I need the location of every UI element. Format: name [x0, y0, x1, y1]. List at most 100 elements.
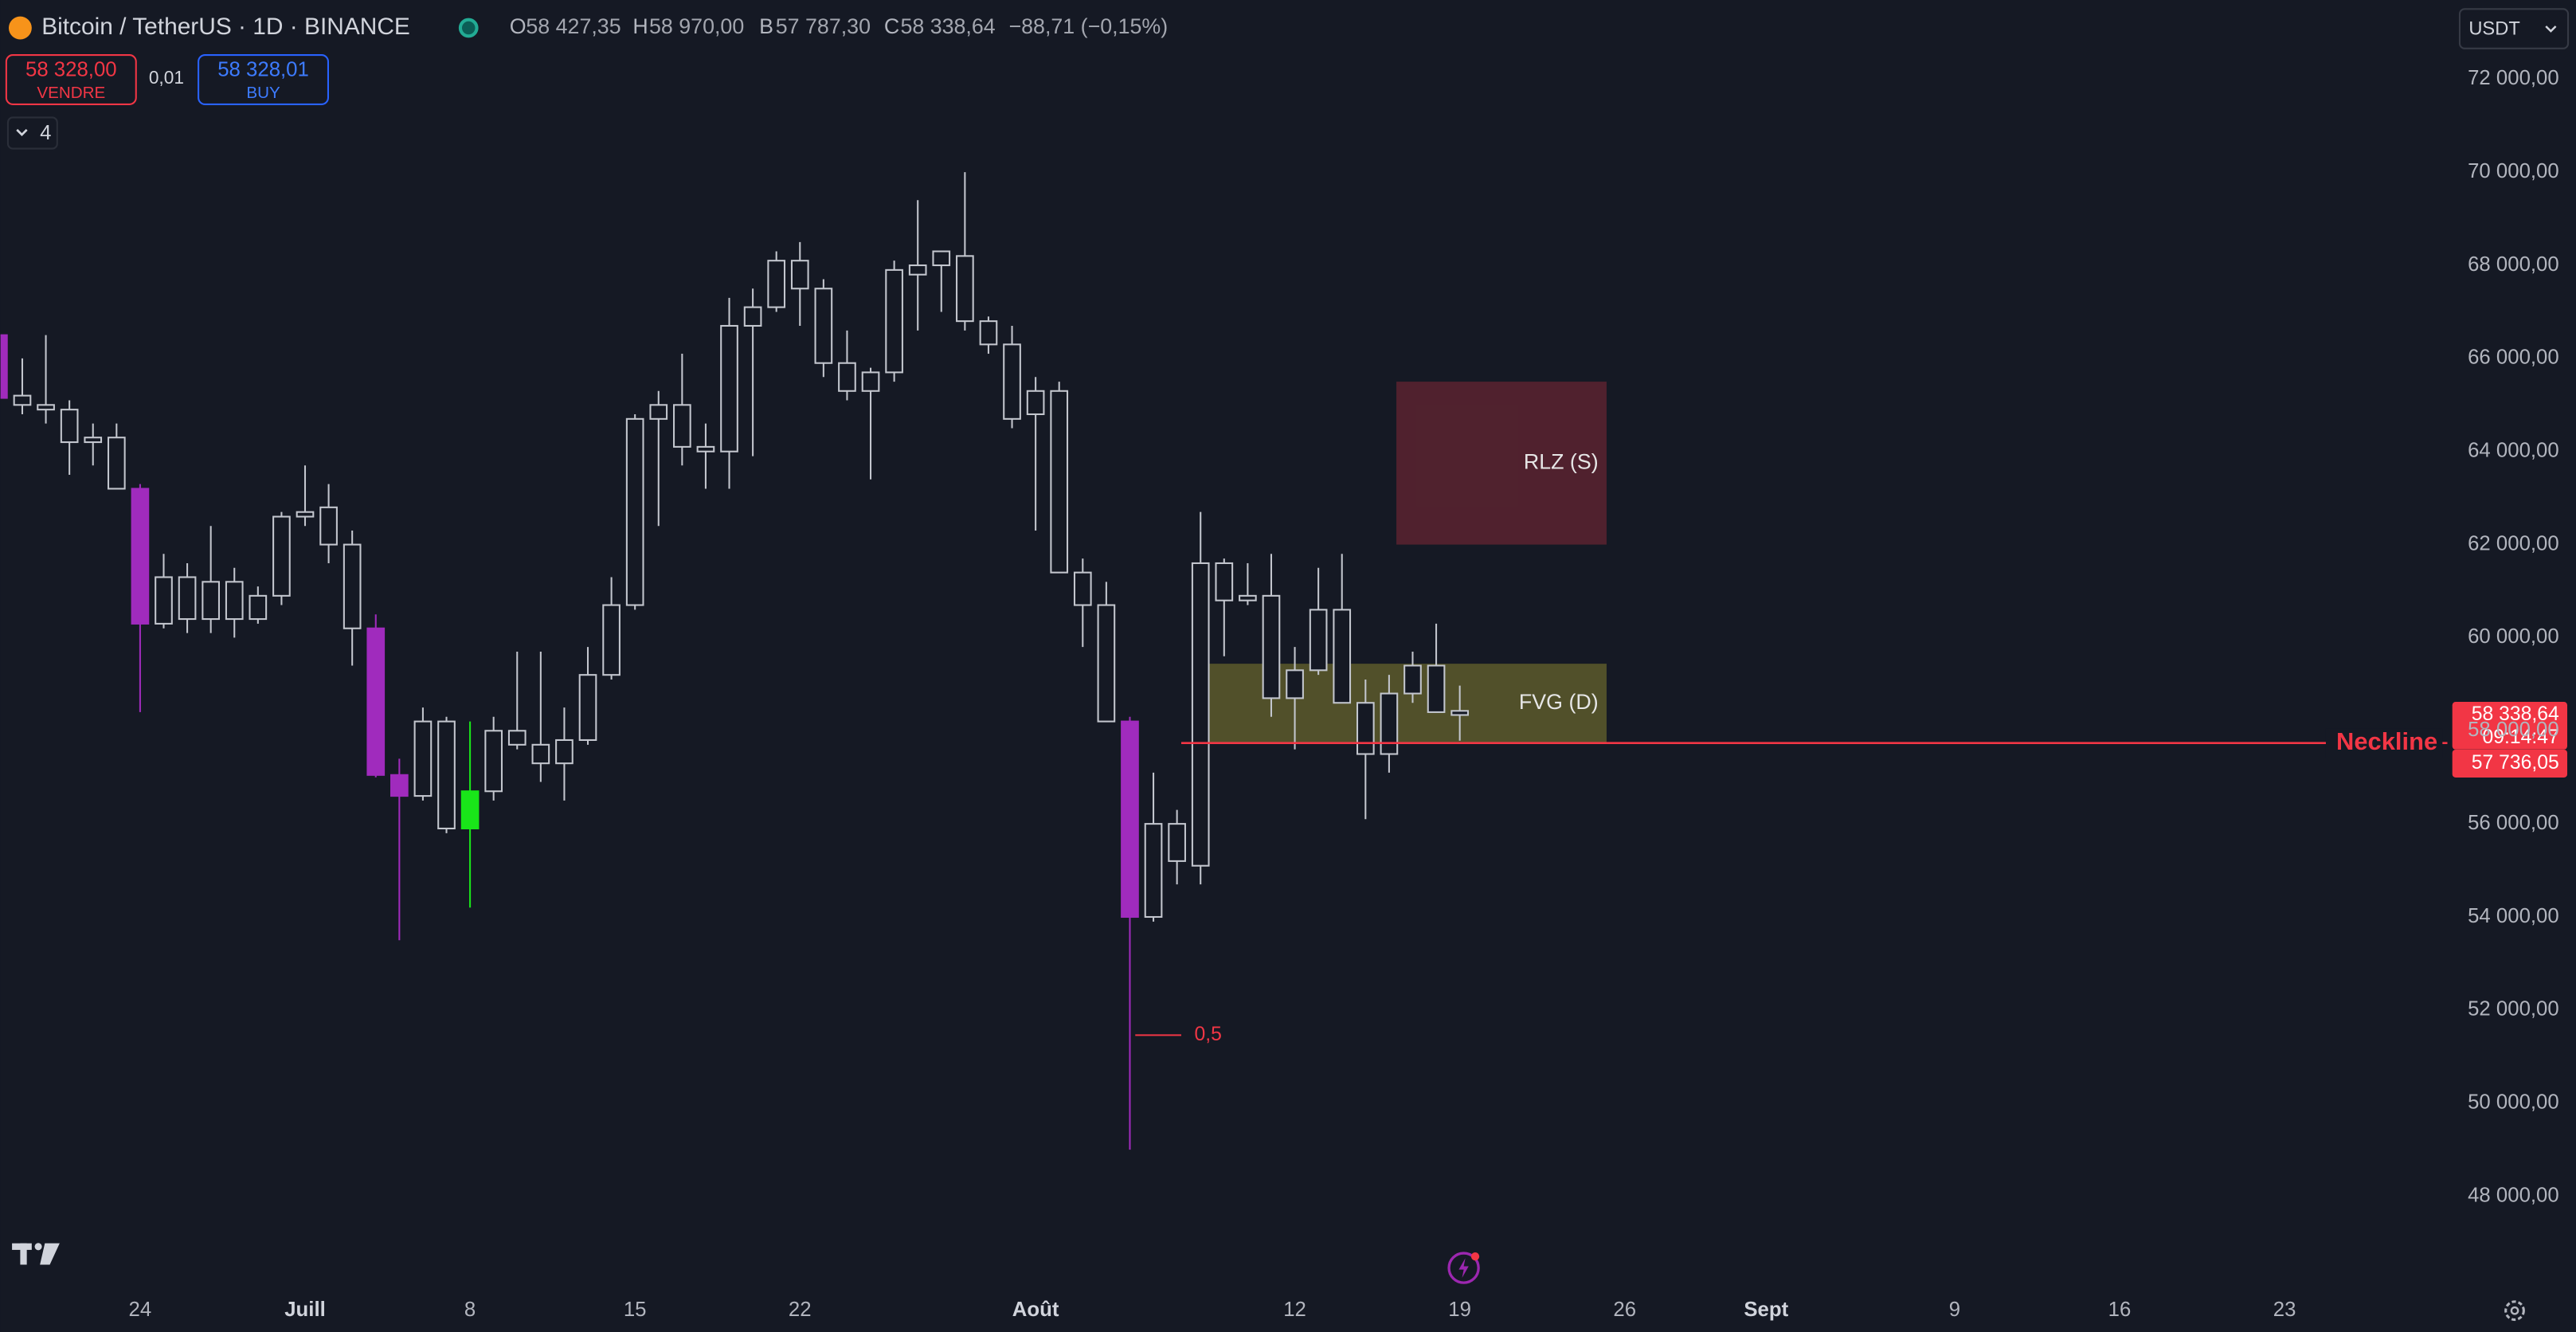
candle-body: [1309, 609, 1328, 672]
zone-label: RLZ (S): [1524, 449, 1599, 473]
sell-button[interactable]: 58 328,00 VENDRE: [5, 54, 137, 105]
x-tick-label: 23: [2273, 1299, 2296, 1321]
zone-label: FVG (D): [1519, 690, 1599, 714]
ohlc-key: H: [632, 14, 648, 38]
candle-body: [743, 306, 762, 327]
candle-body: [202, 581, 220, 621]
candle-body: [178, 576, 197, 621]
candle-body: [555, 738, 574, 765]
fib-label: 0,5: [1194, 1024, 1221, 1045]
candle-body: [507, 730, 527, 746]
quantity[interactable]: 0,01: [149, 67, 184, 88]
x-tick-label: 16: [2108, 1299, 2132, 1321]
candle-body: [1450, 710, 1469, 716]
candle-body: [531, 743, 550, 765]
icon-dot: [1470, 1252, 1480, 1261]
candle-body: [979, 320, 998, 346]
symbol-icon: [8, 16, 32, 40]
candle-body: [343, 543, 362, 629]
candle-body: [1026, 390, 1045, 416]
x-tick-label: 9: [1949, 1299, 1960, 1321]
candle-body: [1050, 390, 1069, 574]
icon-bolt: [1458, 1258, 1469, 1278]
candle-body: [908, 264, 927, 276]
candle-body: [767, 260, 786, 308]
x-tick-label: Juill: [284, 1299, 326, 1321]
candle-body: [1427, 664, 1446, 713]
ohlc-value: 58 970,00: [649, 14, 744, 38]
candle-body: [272, 515, 291, 597]
candle-body: [296, 511, 315, 518]
y-tick-label: 52 000,00: [2468, 998, 2559, 1021]
last-price-label: 58 338,64: [2472, 703, 2559, 725]
settings-icon[interactable]: [2504, 1300, 2525, 1322]
candle-body: [1073, 571, 1092, 606]
candle-body: [1286, 669, 1304, 699]
buy-price[interactable]: 58 328,01: [217, 58, 309, 80]
candle-body: [1121, 720, 1139, 919]
ohlc-value: 58 427,35: [526, 14, 621, 38]
candle-body: [885, 268, 903, 374]
candle-body: [249, 594, 268, 621]
candle-body: [649, 404, 668, 420]
candle-body: [1356, 702, 1375, 755]
x-tick-label: 8: [464, 1299, 476, 1321]
icon-ring: [1447, 1252, 1480, 1284]
candle-body: [225, 581, 244, 621]
candle-body: [319, 506, 338, 546]
neckline-badge: [2452, 749, 2568, 778]
candle-body: [131, 488, 150, 625]
candle-body: [366, 627, 386, 776]
candle-body: [956, 255, 974, 323]
candle-body: [696, 445, 715, 452]
candle-body: [437, 720, 456, 830]
candle-body: [720, 324, 738, 452]
gear: [2504, 1300, 2525, 1322]
candle-body: [13, 394, 32, 406]
candle-body: [578, 674, 597, 742]
tv-logo[interactable]: [12, 1243, 60, 1265]
sell-box[interactable]: [5, 54, 137, 105]
candle-body: [1215, 562, 1234, 601]
neckline-label-bg: [2325, 728, 2443, 758]
ohlc-key: C: [884, 14, 899, 38]
currency-box[interactable]: [2458, 8, 2570, 49]
candle-body: [861, 371, 880, 392]
x-tick-label: 15: [624, 1299, 647, 1321]
chevron: [16, 128, 28, 136]
candle-body: [484, 730, 503, 793]
y-tick-label: 58 000,00: [2468, 719, 2559, 741]
x-tick-label: 19: [1448, 1299, 1471, 1321]
symbol-title[interactable]: Bitcoin / TetherUS · 1D · BINANCE: [41, 14, 410, 40]
y-tick-label: 62 000,00: [2468, 532, 2559, 554]
sell-label[interactable]: VENDRE: [37, 84, 105, 102]
candle-body: [60, 409, 79, 444]
buy-button[interactable]: 58 328,01 BUY: [198, 54, 329, 105]
candle-body: [0, 334, 8, 399]
sell-price[interactable]: 58 328,00: [25, 58, 117, 80]
candle-body: [84, 437, 103, 444]
candle-body: [1191, 562, 1210, 867]
y-tick-label: 50 000,00: [2468, 1091, 2559, 1114]
ohlc-value: 58 338,64: [900, 14, 995, 38]
candle-body: [1403, 664, 1422, 695]
y-tick-label: 72 000,00: [2468, 67, 2559, 89]
candle-body: [1262, 594, 1281, 699]
x-tick-label: 24: [129, 1299, 152, 1321]
candle-body: [673, 404, 691, 448]
candle-body: [1380, 692, 1399, 755]
indicators-count[interactable]: 4: [40, 122, 51, 144]
neckline-value: 57 736,05: [2472, 752, 2559, 774]
y-tick-label: 64 000,00: [2468, 440, 2559, 462]
indicators-box[interactable]: [6, 116, 58, 150]
alert-icon[interactable]: [1447, 1252, 1480, 1284]
logo-part: [34, 1243, 42, 1251]
buy-label[interactable]: BUY: [246, 84, 280, 102]
candle-body: [932, 250, 951, 267]
currency-select[interactable]: USDT: [2458, 8, 2570, 49]
market-status[interactable]: [458, 18, 479, 38]
buy-box[interactable]: [198, 54, 329, 105]
currency[interactable]: USDT: [2468, 18, 2519, 39]
candle-body: [390, 774, 409, 797]
indicators-toggle[interactable]: 4: [6, 116, 58, 150]
